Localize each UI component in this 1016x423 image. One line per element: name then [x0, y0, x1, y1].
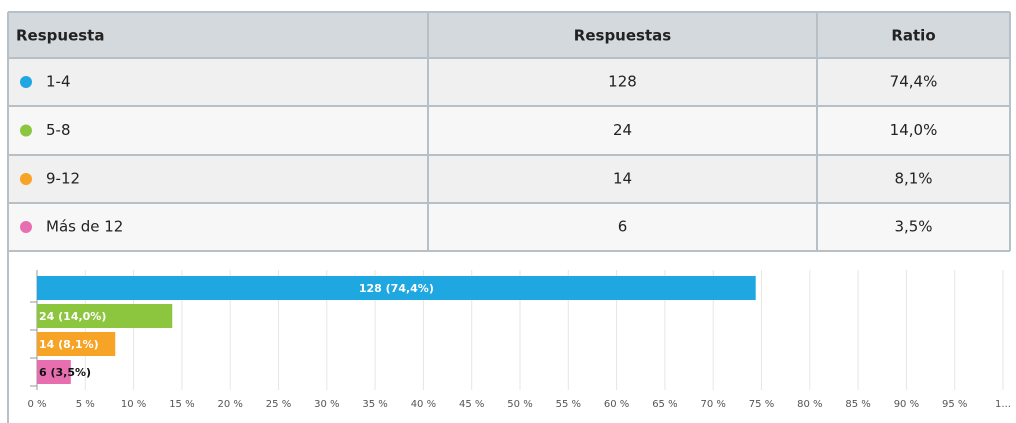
table-cell: 24	[613, 121, 632, 139]
x-tick-label: 1...	[995, 399, 1011, 410]
table-cell: 9-12	[46, 170, 80, 188]
bar	[37, 332, 116, 356]
legend-dot	[20, 173, 32, 185]
bar-value-label: 128 (74,4%)	[359, 282, 434, 295]
x-tick-label: 35 %	[362, 399, 387, 410]
table-cell: Más de 12	[46, 218, 123, 236]
x-tick-label: 70 %	[700, 399, 725, 410]
table-header: Respuestas	[574, 27, 671, 45]
legend-dot	[20, 221, 32, 233]
x-tick-label: 25 %	[266, 399, 291, 410]
bar	[37, 276, 756, 300]
table-header: Respuesta	[16, 27, 104, 45]
bar	[37, 360, 71, 384]
table-cell: 14	[613, 170, 632, 188]
legend-dot	[20, 76, 32, 88]
table-header: Ratio	[891, 27, 935, 45]
x-tick-label: 80 %	[797, 399, 822, 410]
bar	[37, 304, 173, 328]
x-tick-label: 0 %	[27, 399, 46, 410]
x-tick-label: 60 %	[604, 399, 629, 410]
x-tick-label: 65 %	[652, 399, 677, 410]
x-tick-label: 10 %	[121, 399, 146, 410]
table-cell: 1-4	[46, 73, 71, 91]
x-tick-label: 50 %	[507, 399, 532, 410]
bar-value-label: 6 (3,5%)	[39, 366, 91, 379]
table-row-bg	[8, 58, 1010, 106]
bar-value-label: 14 (8,1%)	[39, 338, 99, 351]
table-cell: 128	[608, 73, 637, 91]
x-tick-label: 5 %	[76, 399, 95, 410]
table-row-bg	[8, 106, 1010, 155]
table-cell: 5-8	[46, 121, 71, 139]
table-row-bg	[8, 203, 1010, 251]
x-tick-label: 95 %	[942, 399, 967, 410]
table-cell: 8,1%	[894, 170, 932, 188]
table-cell: 74,4%	[890, 73, 938, 91]
table-cell: 3,5%	[894, 218, 932, 236]
table: Respuesta Respuestas Ratio 1-4 128 74,4% 5-8 24…	[7, 11, 1011, 423]
x-tick-label: 15 %	[169, 399, 194, 410]
x-tick-label: 40 %	[411, 399, 436, 410]
table-cell: 14,0%	[890, 121, 938, 139]
table-cell: 6	[618, 218, 628, 236]
x-tick-label: 85 %	[845, 399, 870, 410]
x-tick-label: 90 %	[894, 399, 919, 410]
chart: 0 % 5 % 10 % 15 % 20 % 25 % 30 % 35 % 40 % 45 % 50…	[27, 270, 1011, 410]
bar-value-label: 24 (14,0%)	[39, 310, 106, 323]
x-tick-label: 20 %	[217, 399, 242, 410]
x-tick-label: 30 %	[314, 399, 339, 410]
legend-dot	[20, 124, 32, 137]
x-tick-label: 45 %	[459, 399, 484, 410]
table-row-bg	[8, 155, 1010, 203]
x-tick-label: 75 %	[749, 399, 774, 410]
x-tick-label: 55 %	[556, 399, 581, 410]
table-header-bg	[8, 12, 1010, 58]
